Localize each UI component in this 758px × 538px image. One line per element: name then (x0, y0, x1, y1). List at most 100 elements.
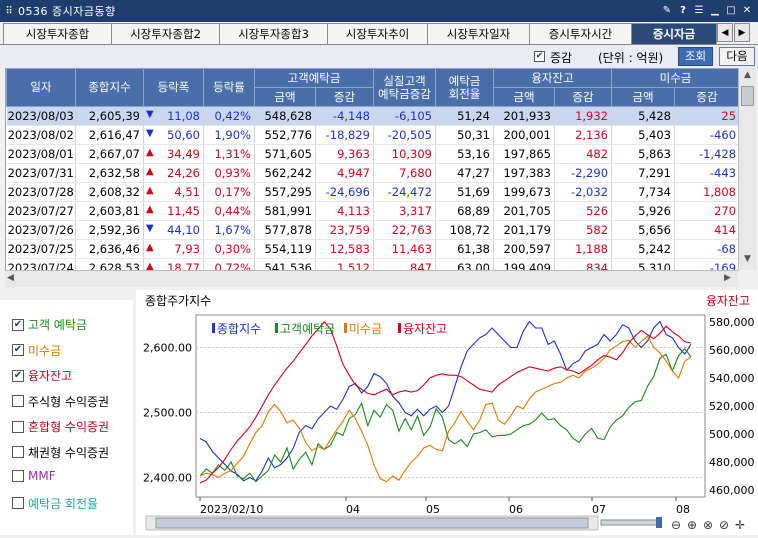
cell-credit-delta[interactable]: 1,188 (554, 239, 613, 259)
cell-unpaid-delta[interactable]: 414 (674, 220, 738, 240)
cell-turnover[interactable]: 51,69 (435, 182, 494, 202)
cell-real-deposit[interactable]: 847 (373, 258, 436, 270)
cell-credit-amount[interactable]: 201,179 (493, 220, 555, 240)
cell-rate[interactable]: 0,44% (203, 201, 255, 221)
change-checkbox[interactable]: ✔ (534, 51, 545, 62)
pin-icon[interactable]: ✎ (662, 5, 672, 16)
header-index[interactable]: 종합지수 (75, 68, 144, 107)
cell-change[interactable]: ▲ 34,49 (143, 144, 204, 164)
cell-date[interactable]: 2023/07/27 (6, 201, 76, 221)
cell-credit-delta[interactable]: 526 (554, 201, 613, 221)
cell-unpaid-amount[interactable]: 5,656 (611, 220, 676, 240)
series-checkbox[interactable] (12, 497, 24, 509)
cell-rate[interactable]: 1,90% (203, 125, 255, 145)
cell-deposit-amount[interactable]: 548,628 (254, 106, 316, 126)
cell-index[interactable]: 2,616,47 (75, 125, 144, 145)
cell-change[interactable]: ▼ 50,60 (143, 125, 204, 145)
cell-credit-amount[interactable]: 200,001 (493, 125, 555, 145)
cell-date[interactable]: 2023/07/31 (6, 163, 76, 183)
zoom-in-icon[interactable]: ⊕ (687, 518, 697, 532)
series-toggle-item[interactable]: ✔ 융자잔고 (12, 367, 72, 384)
cell-real-deposit[interactable]: -24,472 (373, 182, 436, 202)
cell-turnover[interactable]: 51,24 (435, 106, 494, 126)
cell-index[interactable]: 2,636,46 (75, 239, 144, 259)
cell-deposit-amount[interactable]: 552,776 (254, 125, 316, 145)
cell-turnover[interactable]: 108,72 (435, 220, 494, 240)
cell-rate[interactable]: 0,72% (203, 258, 255, 270)
cell-deposit-amount[interactable]: 557,295 (254, 182, 316, 202)
cell-credit-delta[interactable]: 582 (554, 220, 613, 240)
zoom-reset-icon[interactable]: ⊗ (703, 518, 713, 532)
cell-unpaid-amount[interactable]: 5,863 (611, 144, 676, 164)
cell-unpaid-amount[interactable]: 7,291 (611, 163, 676, 183)
cell-unpaid-amount[interactable]: 5,428 (611, 106, 676, 126)
tab-scroll-right-icon[interactable]: ▶ (734, 23, 750, 42)
cell-credit-amount[interactable]: 201,705 (493, 201, 555, 221)
table-row[interactable]: 2023/08/02 2,616,47 ▼ 50,60 1,90% 552,776 -18,… (6, 125, 738, 145)
cell-rate[interactable]: 1,67% (203, 220, 255, 240)
cell-deposit-amount[interactable]: 571,605 (254, 144, 316, 164)
cell-turnover[interactable]: 68,89 (435, 201, 494, 221)
header-real-deposit[interactable]: 실질고객 예탁금증감 (373, 68, 436, 107)
series-checkbox[interactable]: ✔ (12, 344, 24, 356)
cell-credit-amount[interactable]: 200,597 (493, 239, 555, 259)
help-icon[interactable]: ? (680, 5, 686, 16)
header-date[interactable]: 일자 (6, 68, 76, 107)
cell-deposit-amount[interactable]: 581,991 (254, 201, 316, 221)
cell-deposit-delta[interactable]: 12,583 (315, 239, 374, 259)
cell-unpaid-delta[interactable]: -460 (674, 125, 738, 145)
cell-rate[interactable]: 1,31% (203, 144, 255, 164)
cell-change[interactable]: ▼ 11,08 (143, 106, 204, 126)
cell-change[interactable]: ▲ 18,77 (143, 258, 204, 270)
chart-scroll-thumb[interactable] (155, 517, 589, 529)
header-unpaid-delta[interactable]: 증감 (674, 87, 738, 107)
cell-unpaid-amount[interactable]: 7,734 (611, 182, 676, 202)
cell-date[interactable]: 2023/08/03 (6, 106, 76, 126)
cell-credit-delta[interactable]: 1,932 (554, 106, 613, 126)
tab-market-summary-2[interactable]: 시장투자종합2 (111, 23, 220, 44)
cell-deposit-delta[interactable]: -4,148 (315, 106, 374, 126)
tab-market-summary[interactable]: 시장투자종합 (3, 23, 112, 44)
cell-unpaid-delta[interactable]: 25 (674, 106, 738, 126)
zoom-slider-thumb[interactable] (656, 517, 662, 528)
header-credit-delta[interactable]: 증감 (553, 87, 613, 107)
crosshair-icon[interactable]: ✛ (735, 518, 745, 532)
header-deposit-amount[interactable]: 금액 (254, 87, 316, 107)
series-checkbox[interactable] (12, 395, 24, 407)
series-toggle-item[interactable]: MMF (12, 469, 56, 483)
cell-credit-amount[interactable]: 201,933 (493, 106, 555, 126)
cell-turnover[interactable]: 47,27 (435, 163, 494, 183)
cell-index[interactable]: 2,592,36 (75, 220, 144, 240)
cell-rate[interactable]: 0,30% (203, 239, 255, 259)
menu-icon[interactable]: ☰ (694, 5, 704, 16)
cell-change[interactable]: ▲ 4,51 (143, 182, 204, 202)
cell-credit-delta[interactable]: -2,290 (554, 163, 613, 183)
cell-unpaid-delta[interactable]: -169 (674, 258, 738, 270)
cell-turnover[interactable]: 63,00 (435, 258, 494, 270)
minimize-icon[interactable]: ▁ (711, 5, 719, 16)
cell-deposit-delta[interactable]: 4,947 (315, 163, 374, 183)
cell-index[interactable]: 2,632,58 (75, 163, 144, 183)
series-checkbox[interactable]: ✔ (12, 369, 24, 382)
series-toggle-item[interactable]: 혼합형 수익증권 (12, 418, 109, 435)
tab-market-summary-3[interactable]: 시장투자종합3 (219, 23, 328, 44)
cell-deposit-delta[interactable]: 4,113 (315, 201, 374, 221)
cell-unpaid-amount[interactable]: 5,310 (611, 258, 676, 270)
vertical-scrollbar[interactable]: ▲ ▼ (738, 68, 756, 270)
tab-market-trend[interactable]: 시장투자추이 (327, 23, 428, 44)
cell-rate[interactable]: 0,17% (203, 182, 255, 202)
series-checkbox[interactable]: ✔ (12, 318, 24, 331)
cell-date[interactable]: 2023/08/01 (6, 144, 76, 164)
cell-real-deposit[interactable]: 11,463 (373, 239, 436, 259)
cell-rate[interactable]: 0,42% (203, 106, 255, 126)
scroll-right-icon[interactable]: ▶ (724, 273, 731, 283)
cell-credit-amount[interactable]: 197,865 (493, 144, 555, 164)
cell-change[interactable]: ▲ 11,45 (143, 201, 204, 221)
table-row[interactable]: 2023/07/27 2,603,81 ▲ 11,45 0,44% 581,991 4,11… (6, 201, 738, 221)
tab-market-daily[interactable]: 시장투자일자 (427, 23, 530, 44)
table-row[interactable]: 2023/07/24 2,628,53 ▲ 18,77 0,72% 541,536 1,51… (6, 258, 738, 270)
cell-unpaid-delta[interactable]: 1,808 (674, 182, 738, 202)
cell-change[interactable]: ▲ 7,93 (143, 239, 204, 259)
cell-date[interactable]: 2023/07/28 (6, 182, 76, 202)
header-turnover[interactable]: 예탁금 회전율 (435, 68, 494, 107)
